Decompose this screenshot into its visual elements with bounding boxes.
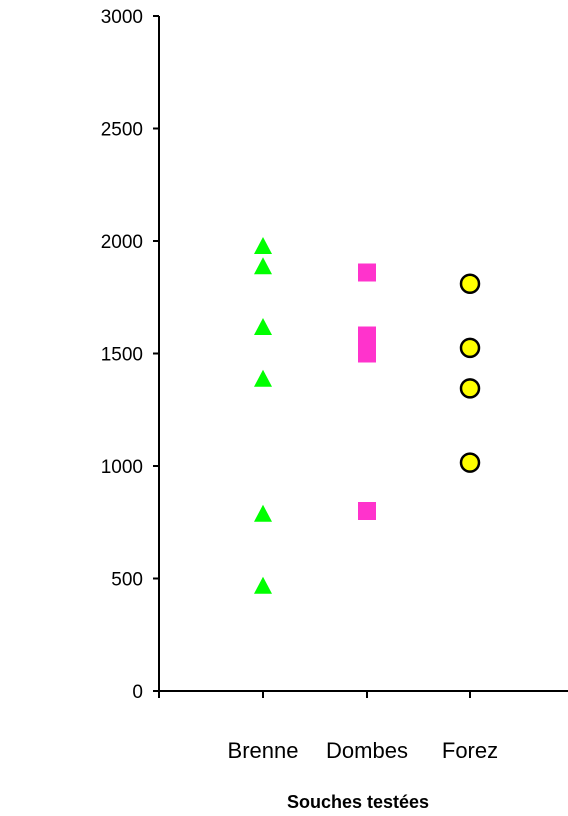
y-tick-label: 500: [111, 570, 143, 591]
y-tick-label: 2000: [101, 232, 143, 253]
data-point-brenne: [254, 504, 272, 522]
y-tick-label: 3000: [101, 7, 143, 28]
data-point-brenne: [254, 369, 272, 387]
category-labels: Brenne Dombes Forez: [228, 738, 499, 763]
data-point-forez: [459, 337, 481, 359]
x-axis-title: Souches testées: [287, 792, 429, 812]
category-label-dombes: Dombes: [326, 738, 408, 763]
data-points: [254, 237, 481, 594]
data-point-forez: [459, 378, 481, 399]
category-label-brenne: Brenne: [228, 738, 299, 763]
data-point-dombes: [358, 502, 376, 520]
data-point-dombes: [358, 263, 376, 282]
y-tick-label: 2500: [101, 120, 143, 141]
y-tick-label: 0: [132, 682, 143, 703]
data-point-brenne: [254, 318, 272, 335]
data-point-forez: [459, 452, 481, 473]
category-label-forez: Forez: [442, 738, 498, 763]
y-ticks: 0 500 1000 1500 2000 2500 3000: [101, 7, 159, 703]
data-point-brenne: [254, 257, 272, 275]
data-point-brenne: [254, 576, 272, 594]
y-tick-label: 1500: [101, 345, 143, 366]
data-point-brenne: [254, 237, 272, 254]
y-tick-label: 1000: [101, 457, 143, 478]
data-point-forez: [459, 273, 481, 294]
data-point-dombes: [358, 344, 376, 363]
data-point-dombes: [358, 326, 376, 345]
x-ticks: [158, 691, 471, 698]
